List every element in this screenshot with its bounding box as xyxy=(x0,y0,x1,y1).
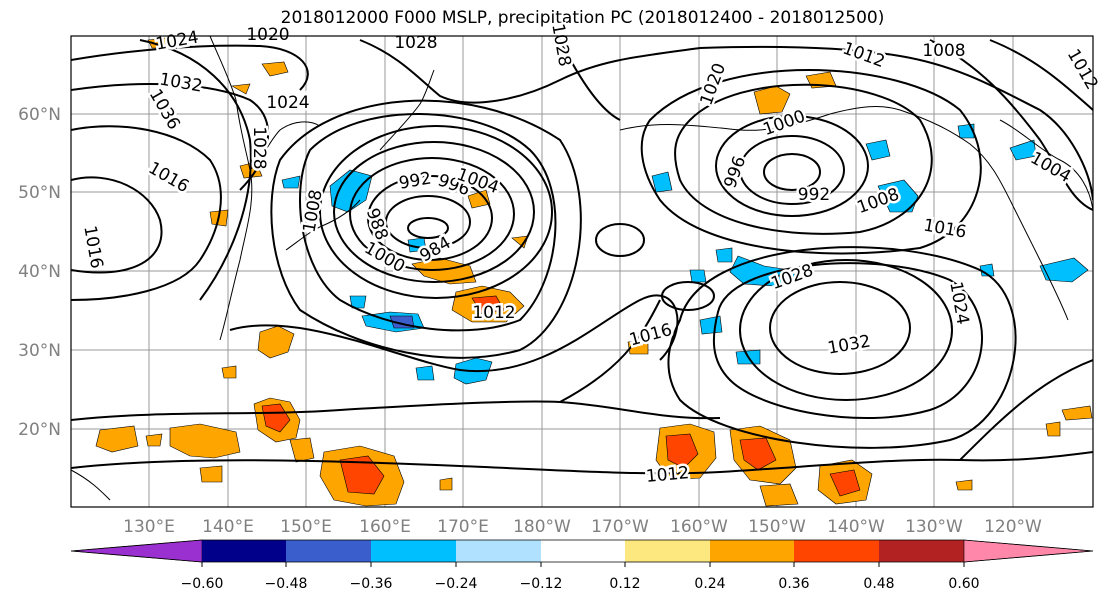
colorbar-tick-label: −0.48 xyxy=(265,576,308,592)
isobar-label: 1012 xyxy=(472,303,515,323)
colorbar-tick-labels: −0.60 −0.48 −0.36 −0.24 −0.12 0.12 0.24 0.36 0.4… xyxy=(181,562,980,592)
colorbar-segment xyxy=(963,539,1094,563)
colorbar-tick-label: −0.12 xyxy=(520,576,563,592)
longitude-label: 170°E xyxy=(437,517,489,537)
colorbar-tick-label: 0.12 xyxy=(609,576,640,592)
isobar-label: 1028 xyxy=(249,126,269,169)
latitude-label: 20°N xyxy=(18,420,61,440)
latitude-label: 50°N xyxy=(18,183,61,203)
colorbar-segment xyxy=(456,540,541,562)
colorbar-segment xyxy=(625,540,710,562)
longitude-label: 160°W xyxy=(670,517,728,537)
coastlines xyxy=(71,36,1093,501)
colorbar-segment xyxy=(541,540,625,562)
longitude-label: 130°W xyxy=(905,517,963,537)
longitude-label: 150°E xyxy=(280,517,332,537)
longitude-label: 120°W xyxy=(984,517,1042,537)
latitude-label: 30°N xyxy=(18,341,61,361)
longitude-label: 180°W xyxy=(513,517,571,537)
colorbar-segment xyxy=(202,540,286,562)
colorbar-tick-label: 0.36 xyxy=(778,576,809,592)
isobar-label: 1012 xyxy=(645,463,690,487)
latitude-label: 60°N xyxy=(18,105,61,125)
colorbar-tick-label: 0.24 xyxy=(694,576,725,592)
map-border xyxy=(70,35,1094,508)
map-title: 2018012000 F000 MSLP, precipitation PC (… xyxy=(280,8,885,28)
longitude-labels: 130°E 140°E 150°E 160°E 170°E 180°W 170°W 160°W… xyxy=(123,517,1042,537)
colorbar-segment xyxy=(879,540,964,562)
colorbar-segment xyxy=(710,540,794,562)
colorbar xyxy=(70,539,1094,563)
colorbar-tick-label: −0.36 xyxy=(350,576,393,592)
isobar-label: 1028 xyxy=(394,33,437,53)
colorbar-segment xyxy=(794,540,879,562)
longitude-label: 150°W xyxy=(748,517,806,537)
colorbar-segment xyxy=(371,540,456,562)
longitude-label: 140°E xyxy=(202,517,254,537)
longitude-label: 130°E xyxy=(123,517,175,537)
longitude-label: 170°W xyxy=(591,517,649,537)
latitude-labels: 60°N 50°N 40°N 30°N 20°N xyxy=(18,105,61,440)
isobar-label: 1008 xyxy=(922,41,965,61)
isobars xyxy=(71,39,1093,475)
precipitation-shading xyxy=(95,37,1093,507)
longitude-label: 140°W xyxy=(827,517,885,537)
isobar-label: 992 xyxy=(798,185,830,205)
isobar-label: 1024 xyxy=(266,93,309,113)
colorbar-tick-label: −0.24 xyxy=(435,576,478,592)
isobar-label: 1020 xyxy=(246,25,289,45)
latitude-label: 40°N xyxy=(18,262,61,282)
colorbar-segment xyxy=(70,539,203,563)
colorbar-tick-label: −0.60 xyxy=(181,576,224,592)
colorbar-tick-label: 0.48 xyxy=(863,576,894,592)
longitude-label: 160°E xyxy=(359,517,411,537)
colorbar-segment xyxy=(286,540,371,562)
colorbar-tick-label: 0.60 xyxy=(948,576,979,592)
